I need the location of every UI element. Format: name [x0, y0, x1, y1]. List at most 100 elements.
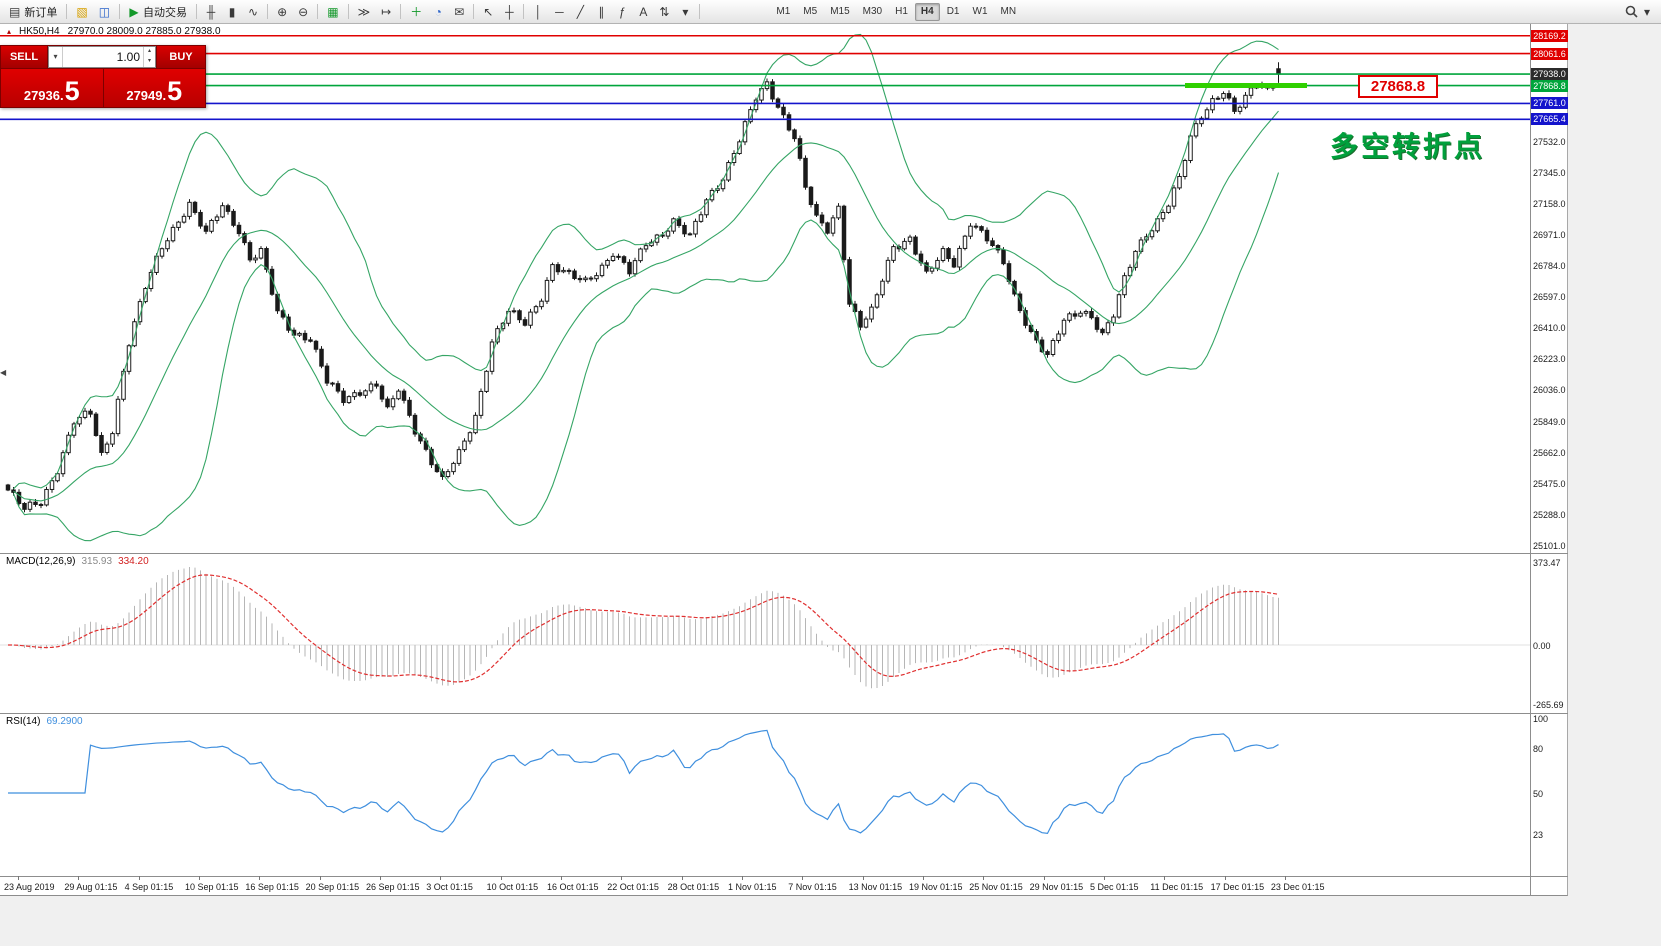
- vertical-line-icon: │: [534, 4, 543, 19]
- add-indicator-button[interactable]: ＋: [405, 2, 427, 22]
- trendline-button[interactable]: ╱: [570, 2, 590, 22]
- chart-text-annotation[interactable]: 多空转折点: [1330, 132, 1486, 163]
- search-icon: [1625, 5, 1638, 18]
- tf-button-m5[interactable]: M5: [797, 3, 823, 21]
- tf-button-m30[interactable]: M30: [857, 3, 888, 21]
- price-axis[interactable]: 27532.0 27345.0 27158.0 26971.0 26784.0 26597…: [1531, 24, 1568, 896]
- search-button[interactable]: ▾: [1620, 2, 1657, 22]
- time-axis[interactable]: 23 Aug 2019 29 Aug 01:15 4 Sep 01:15 10 Sep…: [0, 876, 1530, 896]
- horizontal-line-button[interactable]: ─: [549, 2, 569, 22]
- volume-value[interactable]: 1.00: [116, 50, 140, 64]
- panel-separator[interactable]: [0, 713, 1568, 714]
- trendline-icon: ╱: [576, 4, 584, 19]
- sell-price: 27936.: [23, 88, 64, 104]
- time-tick: [741, 876, 743, 880]
- tf-button-mn[interactable]: MN: [995, 3, 1023, 21]
- zoom-in-icon: ⊕: [277, 4, 288, 19]
- fibonacci-button[interactable]: ƒ: [612, 2, 632, 22]
- panel-separator[interactable]: [0, 553, 1568, 554]
- rsi-value: 69.2900: [46, 716, 83, 727]
- candlestick-chart-icon: ▮: [228, 4, 236, 19]
- profiles-button[interactable]: ◫: [94, 2, 115, 22]
- period-button[interactable]: ◔: [428, 2, 448, 22]
- vertical-line-button[interactable]: │: [528, 2, 548, 22]
- tf-button-h4[interactable]: H4: [914, 2, 940, 21]
- new-order-icon: ▤: [9, 4, 21, 19]
- tf-button-h1[interactable]: H1: [889, 3, 914, 21]
- price-level-label: 28169.2: [1531, 29, 1568, 42]
- price-tick: 27158.0: [1533, 199, 1566, 210]
- price-tick: 25662.0: [1533, 447, 1566, 458]
- price-tick: 26036.0: [1533, 385, 1566, 396]
- volume-dropdown-caret[interactable]: ▾: [49, 47, 63, 67]
- new-order-button[interactable]: ▤ 新订单: [4, 2, 62, 22]
- time-label: 28 Oct 01:15: [667, 882, 720, 892]
- tf-button-w1[interactable]: W1: [967, 3, 994, 21]
- price-level-label: 27938.0: [1531, 68, 1568, 81]
- tf-button-m1[interactable]: M1: [770, 3, 796, 21]
- templates-button[interactable]: ▧: [71, 2, 92, 22]
- rsi-name: RSI(14): [6, 716, 41, 727]
- main-chart-canvas[interactable]: [0, 24, 1530, 553]
- tf-button-m15[interactable]: M15: [824, 3, 855, 21]
- volume-stepper[interactable]: ▾ 1.00 ▴ ▾: [48, 46, 156, 68]
- time-tick: [1043, 876, 1045, 880]
- volume-spin-arrows[interactable]: ▴ ▾: [143, 47, 155, 67]
- buy-button[interactable]: BUY: [157, 46, 205, 68]
- zoom-in-button[interactable]: ⊕: [272, 2, 292, 22]
- line-chart-button[interactable]: ∿: [243, 2, 263, 22]
- cursor-icon: ↖: [483, 4, 494, 19]
- chart-shift-button[interactable]: ↦: [376, 2, 396, 22]
- rsi-axis-tick: 50: [1533, 789, 1544, 799]
- time-label: 10 Oct 01:15: [486, 882, 539, 892]
- chart-ohlc-header: ▴ HK50,H4 27970.0 28009.0 27885.0 27938.…: [7, 26, 221, 37]
- toolbar-separator: [400, 4, 402, 19]
- ohlc-values: 27970.0 28009.0 27885.0 27938.0: [67, 26, 221, 37]
- auto-scroll-button[interactable]: ≫: [353, 2, 376, 22]
- price-tick: 26784.0: [1533, 261, 1566, 272]
- cursor-button[interactable]: ↖: [478, 2, 498, 22]
- spin-up-icon[interactable]: ▴: [147, 48, 151, 54]
- text-tool-button[interactable]: A: [633, 2, 653, 22]
- tile-windows-button[interactable]: ▦: [322, 2, 343, 22]
- time-tick: [440, 876, 442, 880]
- toolbar-separator: [699, 4, 701, 19]
- spin-down-icon[interactable]: ▾: [147, 58, 151, 64]
- time-label: 5 Dec 01:15: [1089, 882, 1139, 892]
- macd-axis-tick: 373.47: [1533, 558, 1561, 569]
- channel-button[interactable]: ∥: [591, 2, 611, 22]
- toolbar: ▤ 新订单 ▧ ◫ ▶ 自动交易 ╫ ▮ ∿ ⊕ ⊖ ▦ ≫ ↦ ＋ ◔ ✉ ↖…: [0, 0, 1661, 24]
- sell-button[interactable]: SELL: [1, 46, 47, 68]
- time-tick: [259, 876, 261, 880]
- zoom-out-button[interactable]: ⊖: [293, 2, 313, 22]
- alert-mail-button[interactable]: ✉: [449, 2, 469, 22]
- tile-windows-icon: ▦: [327, 4, 339, 19]
- bar-chart-button[interactable]: ╫: [201, 2, 221, 22]
- price-tick: 26971.0: [1533, 230, 1566, 241]
- rsi-axis-tick: 100: [1533, 714, 1549, 724]
- zoom-out-icon: ⊖: [298, 4, 309, 19]
- shapes-dropdown-button[interactable]: ▾: [675, 2, 695, 22]
- price-annotation-tag[interactable]: 27868.8: [1358, 75, 1438, 98]
- time-tick: [198, 876, 200, 880]
- arrow-tool-button[interactable]: ⇅: [654, 2, 674, 22]
- time-tick: [560, 876, 562, 880]
- chart-shift-icon: ↦: [381, 4, 392, 19]
- auto-trading-button[interactable]: ▶ 自动交易: [124, 2, 192, 22]
- candlestick-chart-button[interactable]: ▮: [222, 2, 242, 22]
- horizontal-line-icon: ─: [555, 4, 564, 19]
- time-tick: [862, 876, 864, 880]
- tf-button-d1[interactable]: D1: [941, 3, 966, 21]
- price-tick: 26410.0: [1533, 323, 1566, 334]
- rsi-canvas[interactable]: [0, 713, 1530, 876]
- macd-canvas[interactable]: [0, 553, 1530, 713]
- buy-price-button[interactable]: 27949. 5: [103, 69, 205, 107]
- time-label: 23 Dec 01:15: [1270, 882, 1325, 892]
- time-label: 29 Aug 01:15: [64, 882, 118, 892]
- sell-price-button[interactable]: 27936. 5: [1, 69, 103, 107]
- crosshair-button[interactable]: ┼: [499, 2, 519, 22]
- auto-trading-icon: ▶: [129, 4, 139, 19]
- mail-icon: ✉: [454, 4, 465, 19]
- buy-price-big-digit: 5: [167, 76, 183, 107]
- macd-signal-value: 334.20: [118, 556, 149, 567]
